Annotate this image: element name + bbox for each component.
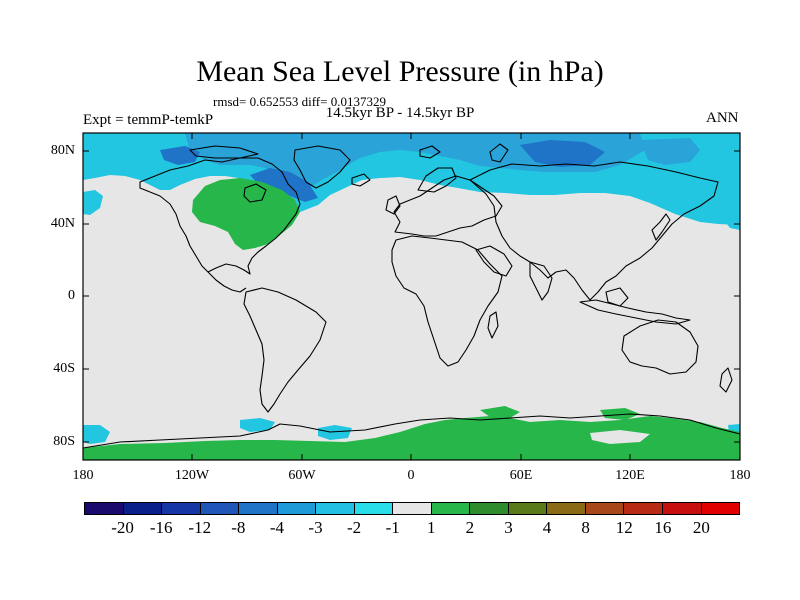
season-label: ANN: [706, 110, 739, 126]
lon-ticks: [191, 133, 631, 460]
chart-title: Mean Sea Level Pressure (in hPa): [196, 55, 604, 88]
colorbar-segment: [662, 503, 702, 514]
colorbar-segment: [431, 503, 471, 514]
stats-text: rmsd= 0.652553 diff= 0.0137329: [213, 94, 386, 109]
colorbar-segment: [470, 503, 509, 514]
coastline-south-america: [243, 287, 327, 413]
coastline-arabia: [475, 245, 513, 277]
colorbar-label: 8: [581, 518, 590, 537]
colorbar-segment: [123, 503, 163, 514]
lat-label-80s: 80S: [53, 434, 75, 449]
coastline-north-america: [139, 157, 301, 275]
anomaly-patch-south-1: [83, 425, 110, 444]
colorbar-segment: [508, 503, 548, 514]
coastline-scandinavia: [417, 167, 457, 193]
lat-label-80n: 80N: [50, 143, 75, 158]
colorbar-label: -1: [385, 518, 400, 537]
anomaly-core-siberia: [520, 140, 605, 167]
colorbar-label: 4: [542, 518, 552, 537]
colorbar-label: 20: [692, 518, 710, 537]
anomaly-patch-south-ocean-green: [480, 406, 520, 418]
colorbar-segment: [701, 503, 740, 514]
lon-label-180w: 180: [72, 468, 94, 483]
colorbar-label: 1: [427, 518, 436, 537]
anomaly-patch-south-2: [240, 418, 275, 432]
coastline-europe: [393, 175, 503, 237]
anomaly-core-greenland: [250, 168, 318, 202]
coastline-madagascar: [487, 311, 499, 339]
colorbar-label: 12: [615, 518, 633, 537]
coastline-iceland: [351, 173, 371, 187]
colorbar-label: 3: [504, 518, 513, 537]
lat-label-40s: 40S: [53, 361, 75, 376]
colorbar-label: -12: [188, 518, 212, 537]
anomaly-patch-south-3: [318, 425, 352, 440]
lon-label-120w: 120W: [174, 468, 210, 483]
coastline-central-america: [207, 271, 247, 293]
coastline-antarctica: [83, 413, 740, 449]
colorbar-label: -20: [111, 518, 134, 537]
coastline-hudson-bay: [243, 183, 267, 203]
anomaly-patch-arctic-east: [640, 138, 700, 165]
lon-label-60w: 60W: [288, 468, 316, 483]
colorbar-segment: [277, 503, 317, 514]
coastline-asia: [469, 161, 719, 301]
colorbar-label: -4: [269, 518, 285, 537]
colorbar-segment: [200, 503, 240, 514]
coastline-greenland: [293, 145, 351, 189]
coastline-australia: [621, 319, 699, 375]
lat-label-0: 0: [68, 288, 75, 303]
coastline-borneo: [605, 287, 629, 307]
colorbar-segment: [239, 503, 278, 514]
colorbar-segment: [393, 503, 432, 514]
colorbar-label: 2: [465, 518, 475, 537]
lon-label-60e: 60E: [509, 468, 533, 483]
anomaly-positive-north-america: [192, 178, 300, 250]
lon-label-120e: 120E: [615, 468, 645, 483]
coastline-novaya-zemlya: [489, 143, 509, 163]
colorbar-segment: [354, 503, 394, 514]
lat-label-40n: 40N: [50, 216, 75, 231]
coastline-new-zealand: [719, 367, 733, 393]
neutral-patch-antarctica: [590, 430, 650, 444]
coastline-svalbard: [419, 145, 441, 159]
coastline-british-isles: [385, 195, 401, 215]
coastline-africa: [391, 235, 503, 367]
lon-label-180e: 180: [729, 468, 751, 483]
period-text: 14.5kyr BP - 14.5kyr BP: [325, 105, 475, 121]
lat-ticks: [83, 150, 740, 443]
colorbar-segment: [162, 503, 201, 514]
colorbar-segment: [585, 503, 625, 514]
coastline-india: [529, 261, 553, 301]
colorbar-label: -8: [231, 518, 246, 537]
experiment-label: Expt = temmP-temkP: [83, 112, 214, 128]
colorbar-label: -16: [149, 518, 173, 537]
anomaly-patch-west-pacific: [716, 196, 740, 230]
colorbar-label: -2: [347, 518, 362, 537]
coastline-japan: [651, 213, 671, 241]
colorbar-segment: [316, 503, 355, 514]
coastline-arctic-islands: [189, 145, 259, 159]
lon-label-0: 0: [407, 468, 415, 483]
colorbar-segment: [547, 503, 586, 514]
colorbar: [84, 502, 740, 515]
colorbar-label: -3: [308, 518, 323, 537]
anomaly-patch-south-ocean-green-2: [600, 408, 640, 420]
map-plot-area: [83, 133, 740, 460]
colorbar-segment: [624, 503, 663, 514]
coastlines: [83, 143, 740, 449]
anomaly-patch-pacific-north: [83, 190, 103, 215]
colorbar-segment: [85, 503, 124, 514]
colorbar-label: 16: [654, 518, 672, 537]
anomaly-positive-antarctica: [83, 416, 740, 460]
